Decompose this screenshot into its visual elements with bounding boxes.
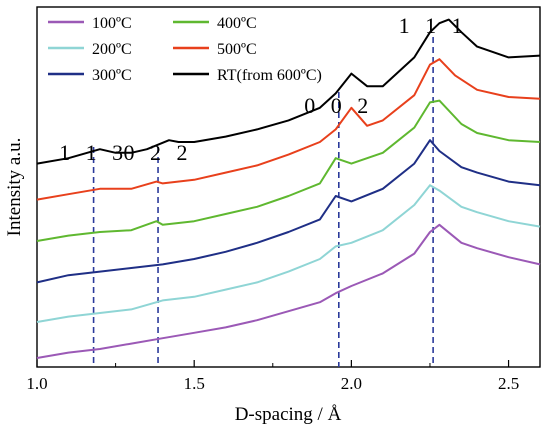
reference-label: 0 2 2 (124, 140, 193, 165)
legend-label: RT(from 600ºC) (217, 67, 322, 84)
plot-frame (36, 6, 541, 368)
reference-lines (92, 37, 434, 367)
x-tick-label: 2.0 (341, 374, 362, 393)
legend-label: 300ºC (92, 67, 132, 84)
legend-label: 500ºC (217, 41, 257, 58)
series-group (36, 18, 541, 359)
series-line (36, 184, 541, 323)
x-tick-label: 1.0 (26, 374, 47, 393)
x-tick-label: 1.5 (184, 374, 205, 393)
reference-label: 1 1 1 (399, 13, 468, 38)
series-line (36, 58, 541, 201)
legend-label: 200ºC (92, 41, 132, 58)
legend-label: 400ºC (217, 15, 257, 32)
series-line (36, 99, 541, 242)
series-line (36, 139, 541, 284)
reference-label: 1 1 3 (59, 140, 128, 165)
series-line (36, 223, 541, 359)
legend: 100ºC 400ºC 200ºC 500ºC 300ºC RT(from 600ºC) (48, 15, 322, 84)
x-axis: 1.0 1.5 2.0 2.5 (26, 360, 519, 393)
legend-label: 100ºC (92, 15, 132, 32)
reference-label: 0 0 2 (304, 93, 373, 118)
series-line (36, 18, 541, 165)
x-tick-label: 2.5 (498, 374, 519, 393)
x-axis-label: D-spacing / Å (235, 404, 342, 425)
y-axis-label: Intensity a.u. (4, 138, 25, 237)
reference-labels: 1 1 30 2 2 0 0 2 1 1 1 (59, 13, 468, 165)
